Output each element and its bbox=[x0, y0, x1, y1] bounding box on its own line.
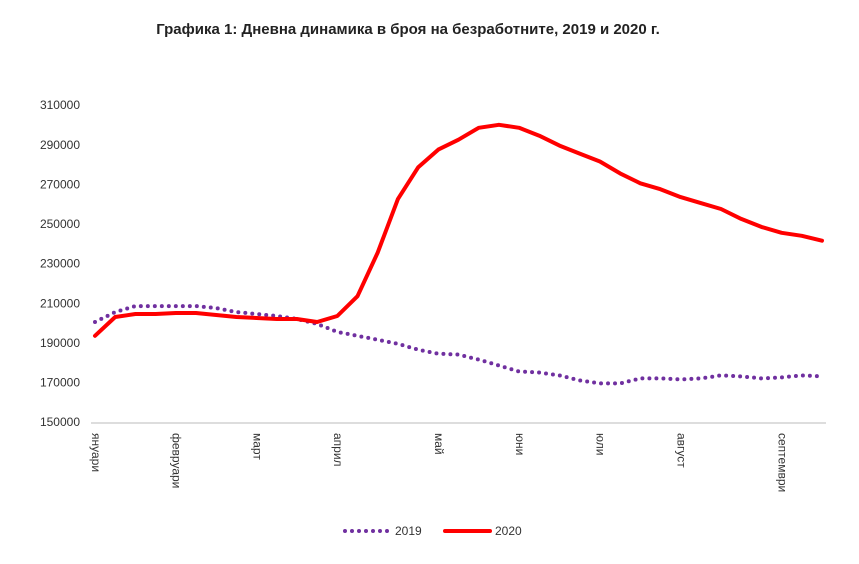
legend-label: 2020 bbox=[495, 524, 522, 538]
x-tick-label: юни bbox=[513, 433, 527, 455]
x-tick-label: февруари bbox=[170, 433, 184, 488]
x-tick-label: август bbox=[674, 433, 688, 468]
chart-title: Графика 1: Дневна динамика в броя на без… bbox=[156, 21, 660, 38]
y-tick-label: 190000 bbox=[40, 336, 80, 350]
y-tick-label: 150000 bbox=[40, 415, 80, 429]
series-line bbox=[93, 304, 824, 386]
y-tick-label: 170000 bbox=[40, 376, 80, 390]
x-tick-label: януари bbox=[89, 433, 103, 472]
y-tick-label: 210000 bbox=[40, 296, 80, 310]
x-tick-label: април bbox=[331, 433, 345, 467]
x-tick-label: март bbox=[250, 433, 264, 460]
legend-label: 2019 bbox=[395, 524, 422, 538]
series-line bbox=[93, 122, 824, 338]
y-tick-label: 310000 bbox=[40, 98, 80, 112]
x-tick-label: юли bbox=[594, 433, 608, 455]
y-tick-label: 270000 bbox=[40, 177, 80, 191]
y-tick-label: 250000 bbox=[40, 217, 80, 231]
y-tick-label: 290000 bbox=[40, 138, 80, 152]
x-tick-label: май bbox=[432, 433, 446, 455]
x-tick-label: септември bbox=[775, 433, 789, 492]
y-tick-label: 230000 bbox=[40, 257, 80, 271]
